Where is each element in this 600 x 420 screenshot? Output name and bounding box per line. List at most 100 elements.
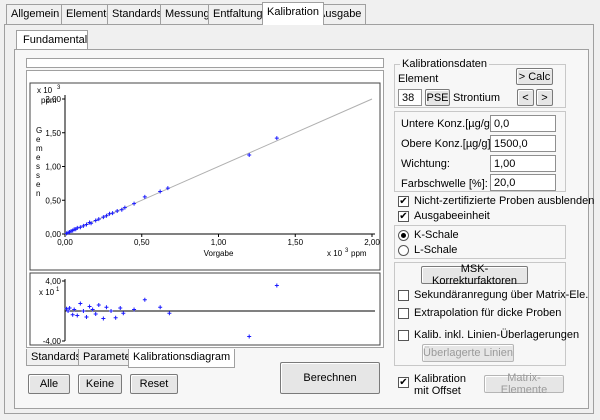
residual-point (121, 311, 126, 316)
l-shell-label: L-Schale (414, 244, 458, 256)
tab-ausgabe[interactable]: Ausgabe (313, 4, 367, 24)
chart-frame: 2,00 1,50 1,00 0,50 0,00 0,00 0,50 1,00 1,50 2,00… (26, 70, 384, 348)
calibration-chart: 2,00 1,50 1,00 0,50 0,000,00 0,50 1,00 1,50 2,00… (29, 82, 381, 346)
chart-toolbar-strip (26, 58, 384, 68)
residual-plot-frame (29, 272, 381, 346)
data-point (89, 221, 94, 226)
tab-chart-standards[interactable]: Standards (26, 349, 87, 366)
color-threshold-label: Farbschwelle [%]: (401, 178, 488, 190)
residual-point (132, 307, 137, 312)
residual-point (247, 334, 252, 339)
y-tick-label: 1,00 (45, 163, 61, 172)
x-multiplier-label: x 10 (327, 249, 343, 258)
residual-point (104, 305, 109, 310)
offset-label-line2: mit Offset (414, 385, 461, 397)
calc-button[interactable]: > Calc (516, 68, 553, 85)
residual-point (90, 307, 95, 312)
data-point (81, 223, 86, 228)
residual-point (66, 309, 71, 313)
tab-allgemein[interactable]: Allgemein (6, 4, 65, 24)
residual-point (167, 311, 172, 316)
k-shell-radio[interactable] (398, 230, 409, 241)
shell-radio-group (394, 225, 566, 259)
data-point (115, 209, 120, 214)
extrapolation-checkbox[interactable] (398, 308, 409, 319)
hide-uncertified-checkbox[interactable]: ✔ (398, 196, 409, 207)
y-multiplier-label: x 10 (37, 86, 53, 95)
residual-point (78, 301, 83, 306)
element-z-field[interactable]: 38 (398, 89, 422, 106)
tab-fundamental[interactable]: Fundamental (16, 30, 88, 50)
residual-point (84, 315, 89, 319)
data-point (247, 153, 252, 158)
matrix-elements-button[interactable]: Matrix-Elemente (484, 372, 564, 396)
lower-conc-label: Untere Konz.[µg/g]: (401, 118, 496, 130)
residual-point (81, 309, 86, 313)
x-tick-label: 0,00 (57, 238, 73, 247)
calculate-button[interactable]: Berechnen (280, 362, 380, 394)
pse-button[interactable]: PSE (425, 89, 450, 106)
offset-checkbox[interactable]: ✔ (398, 377, 409, 388)
tab-standards[interactable]: Standards (107, 4, 168, 24)
x-unit-label: ppm (351, 249, 367, 258)
main-plot-frame (29, 82, 381, 271)
element-label: Element (398, 73, 439, 85)
residual-point (113, 315, 118, 320)
x-exponent-label: 3 (345, 248, 349, 254)
residual-point (274, 283, 279, 288)
x-tick-label: 1,00 (211, 238, 227, 247)
offset-label-line1: Kalibration (414, 373, 466, 385)
none-button[interactable]: Keine (78, 374, 122, 394)
data-point (96, 217, 101, 222)
prev-element-button[interactable]: < (517, 89, 534, 106)
data-point (101, 215, 106, 220)
data-point (104, 213, 109, 218)
residual-exponent-label: 1 (56, 287, 60, 293)
residual-point (93, 312, 98, 316)
tab-messung[interactable]: Messung (160, 4, 215, 24)
all-button[interactable]: Alle (28, 374, 70, 394)
tab-kalibration[interactable]: Kalibration (262, 2, 324, 25)
residual-y-tick-label: -4,00 (43, 337, 62, 346)
msk-correction-button[interactable]: MSK-Korrekturfaktoren (421, 263, 528, 287)
l-shell-radio[interactable] (398, 245, 409, 256)
secondary-excitation-checkbox[interactable] (398, 290, 409, 301)
upper-conc-field[interactable]: 1500,0 (490, 135, 556, 152)
residual-point (67, 306, 72, 310)
hide-uncertified-label: Nicht-zertifizierte Proben ausblenden (414, 195, 595, 207)
residual-multiplier-label: x 10 (39, 288, 55, 297)
tab-chart-parameter[interactable]: Parameter (78, 349, 140, 366)
calibration-data-title: Kalibrationsdaten (400, 58, 490, 70)
concentration-group (394, 111, 566, 192)
reset-button[interactable]: Reset (130, 374, 178, 394)
data-point (110, 211, 115, 216)
y-tick-label: 0,50 (45, 196, 61, 205)
y-tick-label: 1,50 (45, 129, 61, 138)
residual-point (70, 312, 75, 317)
tab-entfaltung[interactable]: Entfaltung (208, 4, 268, 24)
next-element-button[interactable]: > (536, 89, 553, 106)
color-threshold-field[interactable]: 20,0 (490, 174, 556, 191)
residual-point (142, 297, 147, 302)
tab-elemente[interactable]: Elemente (61, 4, 118, 24)
weight-label: Wichtung: (401, 158, 450, 170)
data-point (75, 225, 80, 230)
tab-chart-kalibrationsdiagram[interactable]: Kalibrationsdiagram (128, 349, 236, 368)
y-tick-label: 2,00 (45, 95, 61, 104)
data-point (122, 205, 127, 210)
data-point (84, 222, 89, 227)
data-point (93, 218, 98, 223)
residual-point (118, 306, 123, 310)
output-unit-checkbox[interactable]: ✔ (398, 211, 409, 222)
data-point (158, 189, 163, 194)
residual-point (75, 313, 80, 318)
residual-point (158, 305, 163, 310)
weight-field[interactable]: 1,00 (490, 155, 556, 172)
lower-conc-field[interactable]: 0,0 (490, 115, 556, 132)
data-point (142, 194, 147, 199)
overlay-lines-button[interactable]: Überlagerte Linien (422, 344, 514, 362)
k-shell-label: K-Schale (414, 229, 459, 241)
y-tick-label: 0,00 (45, 230, 61, 239)
line-overlap-checkbox[interactable] (398, 330, 409, 341)
data-point (132, 201, 137, 206)
